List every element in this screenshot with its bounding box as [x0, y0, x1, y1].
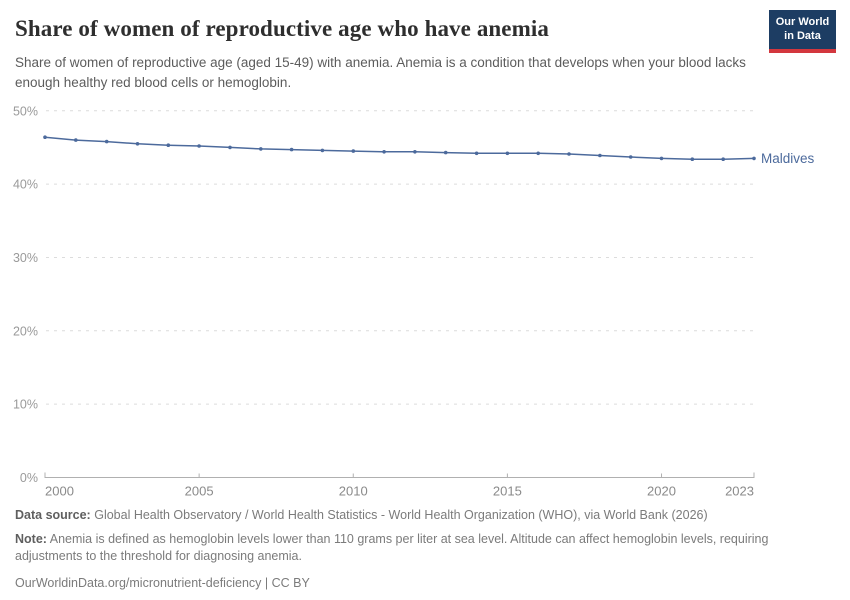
data-source-row: Data source: Global Health Observatory /…	[15, 507, 827, 525]
chart-footer: Data source: Global Health Observatory /…	[15, 507, 827, 592]
series-label-maldives: Maldives	[761, 151, 815, 166]
y-tick-label-20: 20%	[13, 324, 38, 338]
data-point-2007	[259, 147, 263, 151]
data-point-2001	[74, 138, 78, 142]
x-tick-label-2023: 2023	[725, 484, 754, 499]
x-tick-label-2020: 2020	[647, 484, 676, 499]
note-row: Note: Anemia is defined as hemoglobin le…	[15, 531, 827, 566]
y-tick-label-50: 50%	[13, 104, 38, 118]
data-point-2012	[413, 150, 417, 154]
data-point-2002	[104, 139, 109, 144]
page-title: Share of women of reproductive age who h…	[15, 16, 549, 41]
data-point-2006	[228, 145, 232, 150]
data-point-2016	[536, 151, 540, 156]
data-point-2023	[752, 156, 756, 161]
data-source-text: Global Health Observatory / World Health…	[94, 508, 708, 522]
x-tick-label-2015: 2015	[493, 484, 522, 499]
data-point-2005	[197, 144, 201, 148]
data-source-label: Data source:	[15, 508, 91, 522]
x-tick-label-2010: 2010	[339, 484, 368, 499]
series-line-maldives	[44, 136, 755, 160]
data-point-2010	[351, 149, 356, 153]
x-tick-label-2000: 2000	[45, 484, 74, 499]
owid-logo-line1: Our World	[775, 16, 830, 28]
owid-logo: Our World in Data	[769, 10, 836, 53]
data-point-2022	[721, 157, 725, 161]
data-point-2014	[474, 151, 479, 156]
x-tick-label-2005: 2005	[185, 484, 214, 499]
data-point-2017	[567, 152, 571, 156]
data-point-2009	[320, 148, 325, 153]
data-point-2011	[382, 150, 386, 154]
note-label: Note:	[15, 531, 47, 546]
owid-logo-line2: in Data	[784, 29, 821, 42]
page-subtitle: Share of women of reproductive age (aged…	[15, 55, 746, 90]
data-point-2003	[135, 142, 140, 146]
data-point-2020	[659, 156, 664, 161]
data-point-2021	[690, 157, 695, 161]
y-tick-label-30: 30%	[13, 251, 38, 265]
data-point-2013	[443, 150, 448, 155]
x-axis-line	[44, 472, 755, 478]
data-point-2004	[166, 143, 171, 147]
data-point-2019	[628, 155, 633, 159]
y-tick-label-0: 0%	[20, 471, 38, 485]
citation-line: OurWorldinData.org/micronutrient-deficie…	[15, 575, 310, 590]
note-text: Anemia is defined as hemoglobin levels l…	[15, 531, 769, 564]
data-point-2018	[598, 153, 602, 158]
data-point-2015	[505, 151, 510, 156]
y-tick-label-10: 10%	[13, 398, 38, 412]
data-point-2000	[43, 135, 47, 139]
data-point-2008	[289, 147, 294, 152]
y-tick-label-40: 40%	[13, 178, 38, 192]
